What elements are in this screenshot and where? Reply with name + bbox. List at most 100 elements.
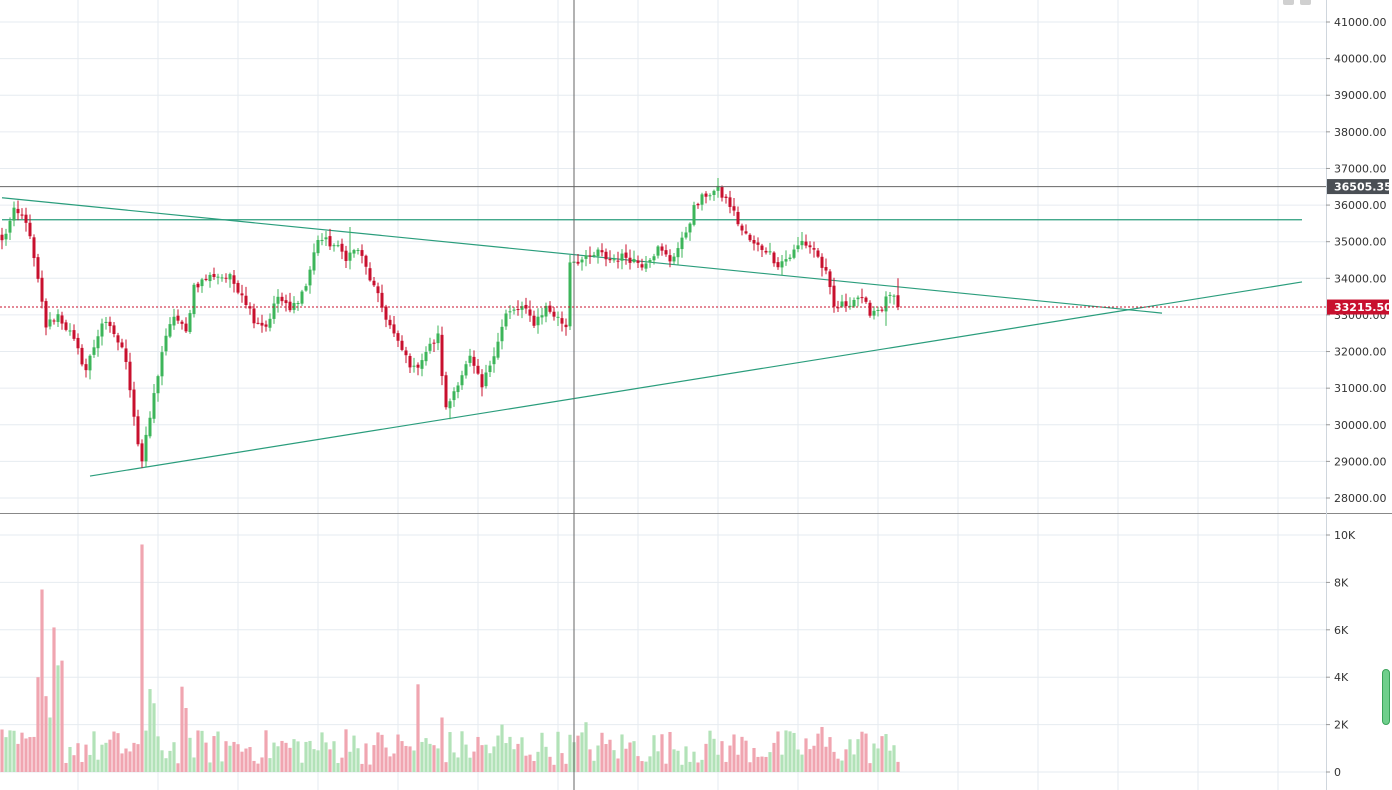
candle-body [808,245,812,248]
candle-body [88,355,92,371]
candle-body [40,277,44,302]
volume-bar [124,748,128,772]
candle-body [464,364,468,376]
volume-bar [376,732,380,772]
candle [728,190,732,214]
volume-bar [596,745,600,772]
trendlines[interactable] [1,197,1303,477]
candle [140,439,144,468]
volume-bar [672,749,676,772]
volume-bar [164,758,168,772]
candle-body [380,292,384,308]
candle-body [160,352,164,377]
candle [848,297,852,310]
candle-body [320,239,324,241]
candle [132,381,136,426]
candle [480,369,484,397]
price-tick-label: 40000.00 [1334,53,1387,66]
trendline[interactable] [1,197,1163,314]
volume-bar [192,757,196,772]
volume-bar [880,736,884,772]
candle [664,244,668,257]
candle [324,230,328,246]
candle [52,318,56,325]
volume-bar [468,757,472,772]
candle [116,332,120,351]
candle-body [516,309,520,311]
candle [604,248,608,267]
volume-bar [820,726,824,772]
price-tags: 36505.35 33215.50 [1327,179,1392,315]
volume-bar [72,755,76,772]
candle-body [844,301,848,307]
volume-bar [360,763,364,772]
volume-bar [284,742,288,772]
volume-axis[interactable]: 10K 8K 6K 4K 2K 0 [1326,529,1356,779]
volume-bar [588,749,592,772]
trendline[interactable] [89,281,1303,477]
volume-bar [0,729,4,772]
candle [612,254,616,263]
candle-body [732,206,736,211]
candle [380,284,384,313]
price-scale-scroll-handle[interactable] [1382,669,1390,725]
volume-bar [4,737,8,772]
candle-body [188,313,192,332]
candle-body [196,283,200,288]
candle-body [440,334,444,377]
candle-body [12,207,16,221]
candle [440,326,444,386]
pane-settings-button[interactable] [1300,0,1311,5]
candle-body [56,314,60,322]
candle [208,272,212,288]
candle [88,354,92,380]
candle-body [60,315,64,324]
volume-bar [368,764,372,772]
candle-body [576,261,580,264]
volume-bar [440,717,444,772]
candle [836,300,840,313]
volume-bar [800,754,804,772]
candle [472,350,476,374]
candle [840,294,844,308]
candle-body [644,263,648,269]
candle-body [92,347,96,355]
candle [28,214,32,239]
candle [896,278,900,311]
candle-body [348,252,352,261]
candle-body [144,434,148,462]
candle-body [476,365,480,374]
price-axis[interactable]: 41000.00 40000.00 39000.00 38000.00 37000.00… [1326,16,1387,505]
candle [396,330,400,347]
candle [748,233,752,243]
volume-bar [704,743,708,772]
candle [580,256,584,271]
pane-minimize-button[interactable] [1283,0,1294,5]
candle [892,294,896,305]
candle-body [228,274,232,280]
candle-body [416,364,420,368]
candle-body [28,222,32,237]
candle-body [752,240,756,244]
volume-bar [472,751,476,772]
volume-bar [492,746,496,772]
volume-bar [836,758,840,772]
candle [8,217,12,241]
candle [852,297,856,308]
candle-body [496,341,500,358]
volume-bar [780,754,784,772]
volume-bar [236,744,240,772]
candle-body [784,259,788,262]
candle [488,360,492,378]
volume-bar [680,764,684,772]
candle-body [384,306,388,320]
candle [448,398,452,420]
volume-bar [480,745,484,772]
candle-body [544,305,548,317]
candle [372,276,376,287]
volume-bar [300,762,304,772]
candle [200,277,204,293]
volume-bar [436,748,440,772]
